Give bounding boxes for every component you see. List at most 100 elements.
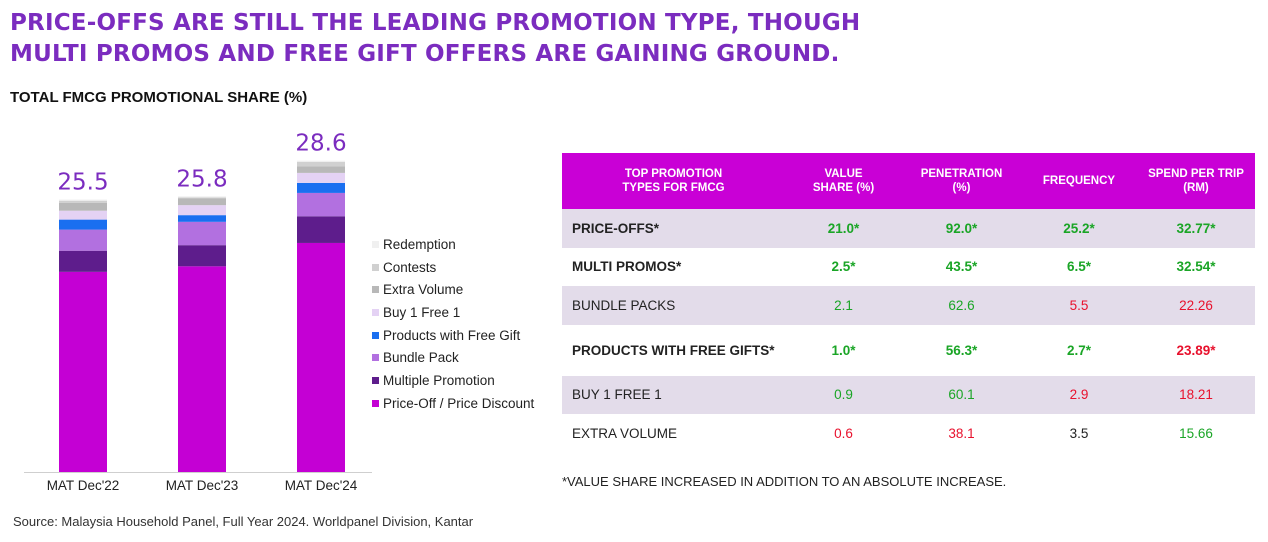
bar-total-label: 25.8: [176, 166, 227, 192]
legend-swatch: [372, 308, 379, 316]
cell-spend: 32.54*: [1176, 259, 1216, 275]
cell-penetration: 56.3*: [945, 342, 978, 358]
cell-value-share: 2.1: [785, 286, 902, 325]
bar-segment-redemption: [178, 196, 226, 198]
table-row: PRICE-OFFS* 21.0* 92.0* 25.2* 32.77*: [562, 209, 1255, 248]
headline-line-1: PRICE-OFFS ARE STILL THE LEADING PROMOTI…: [10, 10, 861, 36]
table-row: MULTI PROMOS* 2.5* 43.5* 6.5* 32.54*: [562, 248, 1255, 287]
cell-value-share: 0.6: [834, 425, 853, 441]
bar-segment-redemption: [297, 160, 345, 162]
header-value-share: VALUE SHARE (%): [785, 153, 902, 209]
bar-segment-extra-volume: [297, 166, 345, 173]
bar-segment-contests: [59, 200, 107, 203]
bar-total-label: 28.6: [295, 131, 346, 157]
bar-total-label: 25.5: [57, 170, 108, 196]
cell-spend: 32.77*: [1137, 209, 1255, 248]
bar-segment-products-with-free-gift: [178, 215, 226, 222]
legend-item: Bundle Pack: [372, 346, 562, 369]
cell-spend: 23.89*: [1176, 342, 1216, 358]
legend-swatch: [372, 354, 379, 362]
legend-swatch: [372, 331, 379, 339]
headline: PRICE-OFFS ARE STILL THE LEADING PROMOTI…: [10, 8, 910, 70]
legend-item: Redemption: [372, 233, 562, 256]
legend-label: Price-Off / Price Discount: [383, 395, 535, 411]
bar-segment-price-off-price-discount: [297, 242, 345, 472]
bar-segment-multiple-promotion: [178, 245, 226, 267]
row-label: MULTI PROMOS*: [572, 259, 682, 275]
table-row: BUNDLE PACKS 2.1 62.6 5.5 22.26: [562, 286, 1255, 325]
legend-item: Multiple Promotion: [372, 369, 562, 392]
legend-label: Extra Volume: [383, 282, 464, 298]
headline-line-2: MULTI PROMOS AND FREE GIFT OFFERS ARE GA…: [10, 41, 840, 67]
legend-label: Contests: [383, 259, 437, 275]
legend-swatch: [372, 376, 379, 384]
chart-legend: Redemption Contests Extra Volume Buy 1 Free…: [372, 233, 562, 415]
cell-spend: 22.26: [1137, 286, 1255, 325]
legend-item: Price-Off / Price Discount: [372, 392, 562, 415]
bar-segment-multiple-promotion: [297, 216, 345, 243]
legend-item: Contests: [372, 256, 562, 279]
x-tick-label: MAT Dec'23: [166, 478, 239, 493]
legend-label: Redemption: [383, 236, 456, 252]
legend-label: Products with Free Gift: [383, 327, 521, 343]
header-spend-per-trip: SPEND PER TRIP (RM): [1137, 153, 1255, 209]
legend-label: Buy 1 Free 1: [383, 304, 461, 320]
legend-swatch: [372, 263, 379, 271]
stacked-bar-chart: 25.5 MAT Dec'22 25.8 MAT Dec'23 28.6 MAT Dec'…: [24, 131, 372, 493]
legend-item: Products with Free Gift: [372, 324, 562, 347]
row-label: BUY 1 FREE 1: [562, 375, 785, 414]
cell-value-share: 2.5*: [831, 259, 856, 275]
bar-segment-contests: [178, 197, 226, 199]
legend-swatch: [372, 240, 379, 248]
table-row: BUY 1 FREE 1 0.9 60.1 2.9 18.21: [562, 375, 1255, 414]
cell-frequency: 6.5*: [1066, 259, 1092, 275]
cell-frequency: 2.7*: [1066, 342, 1092, 358]
cell-spend: 15.66: [1179, 425, 1213, 441]
legend-label: Multiple Promotion: [383, 372, 495, 388]
cell-frequency: 2.9: [1021, 375, 1137, 414]
cell-frequency: 3.5: [1069, 425, 1089, 441]
legend-swatch: [372, 399, 379, 407]
cell-value-share: 21.0*: [785, 209, 902, 248]
chart-title: TOTAL FMCG PROMOTIONAL SHARE (%): [10, 89, 308, 106]
x-tick-label: MAT Dec'24: [285, 478, 358, 493]
legend-label: Bundle Pack: [383, 350, 459, 366]
x-tick-label: MAT Dec'22: [47, 478, 120, 493]
cell-frequency: 25.2*: [1021, 209, 1137, 248]
bar-segment-products-with-free-gift: [297, 182, 345, 193]
header-frequency: FREQUENCY: [1021, 153, 1137, 209]
bar-segment-bundle-pack: [59, 229, 107, 251]
header-promotion-types: TOP PROMOTION TYPES FOR FMCG: [562, 153, 785, 209]
bar-segment-bundle-pack: [178, 221, 226, 246]
cell-value-share: 1.0*: [831, 342, 856, 358]
legend-swatch: [372, 286, 379, 294]
row-label: PRODUCTS WITH FREE GIFTS*: [572, 342, 775, 358]
legend-item: Extra Volume: [372, 278, 562, 301]
bar-segment-extra-volume: [178, 198, 226, 206]
header-penetration: PENETRATION (%): [902, 153, 1021, 209]
cell-penetration: 43.5*: [945, 259, 978, 275]
source-note: Source: Malaysia Household Panel, Full Y…: [13, 514, 474, 529]
bar-segment-extra-volume: [59, 202, 107, 211]
bar-segment-buy-1-free-1: [297, 172, 345, 183]
cell-value-share: 0.9: [785, 375, 902, 414]
row-label: BUNDLE PACKS: [562, 286, 785, 325]
bar-segment-multiple-promotion: [59, 250, 107, 272]
row-label: PRICE-OFFS*: [562, 209, 785, 248]
footnote: *VALUE SHARE INCREASED IN ADDITION TO AN…: [562, 474, 1007, 489]
table-row: PRODUCTS WITH FREE GIFTS* 1.0* 56.3* 2.7…: [562, 325, 1255, 376]
bar-segment-price-off-price-discount: [59, 271, 107, 472]
cell-frequency: 5.5: [1021, 286, 1137, 325]
cell-penetration: 62.6: [902, 286, 1021, 325]
bar-segment-redemption: [59, 199, 107, 201]
bar-segment-price-off-price-discount: [178, 266, 226, 472]
cell-spend: 18.21: [1137, 375, 1255, 414]
bar-segment-contests: [297, 161, 345, 167]
legend-item: Buy 1 Free 1: [372, 301, 562, 324]
bar-segment-buy-1-free-1: [59, 210, 107, 220]
cell-penetration: 38.1: [948, 425, 975, 441]
bar-segment-buy-1-free-1: [178, 205, 226, 216]
promotion-table: TOP PROMOTION TYPES FOR FMCG VALUE SHARE…: [562, 153, 1255, 453]
bar-segment-bundle-pack: [297, 192, 345, 217]
cell-penetration: 92.0*: [902, 209, 1021, 248]
